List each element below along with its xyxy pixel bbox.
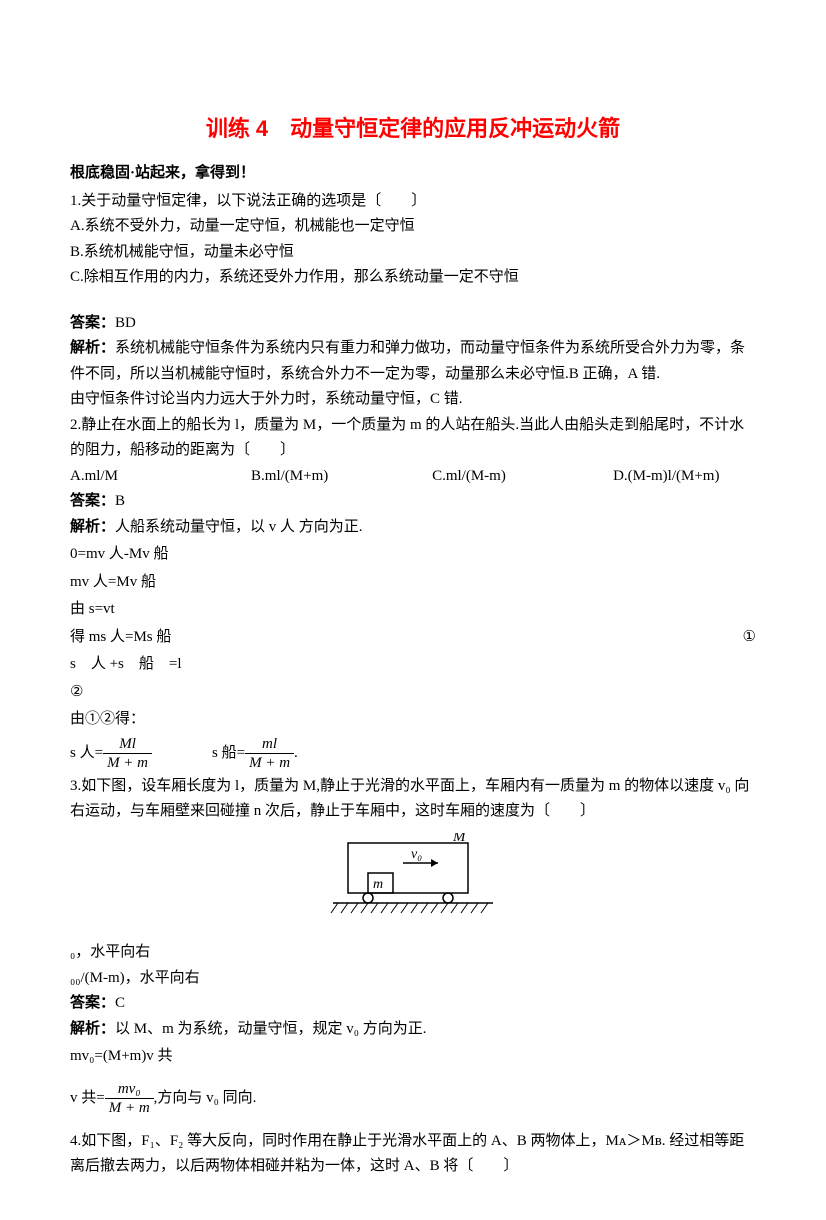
q1-option-b: B.系统机械能守恒，动量未必守恒 bbox=[70, 240, 756, 266]
explanation-text: 系统机械能守恒条件为系统内只有重力和弹力做功，而动量守恒条件为系统所受合外力为零… bbox=[70, 340, 745, 382]
q2-explanation: 解析：人船系统动量守恒，以 v 人 方向为正. bbox=[70, 515, 756, 541]
explanation-text: 人船系统动量守恒，以 v 人 方向为正. bbox=[115, 519, 363, 535]
q2-option-a: A.ml/M bbox=[70, 464, 251, 490]
q2-option-d: D.(M-m)l/(M+m) bbox=[613, 464, 756, 490]
explanation-label: 解析： bbox=[70, 340, 115, 356]
answer-value: B bbox=[115, 493, 125, 509]
explanation-label: 解析： bbox=[70, 1021, 115, 1037]
answer-label: 答案： bbox=[70, 995, 115, 1011]
q1-stem: 1.关于动量守恒定律，以下说法正确的选项是〔 〕 bbox=[70, 189, 756, 215]
fraction-2: ml M + m bbox=[245, 735, 294, 772]
q1-option-a: A.系统不受外力，动量一定守恒，机械能也一定守恒 bbox=[70, 214, 756, 240]
q2-options: A.ml/M B.ml/(M+m) C.ml/(M-m) D.(M-m)l/(M… bbox=[70, 464, 756, 490]
q2-stem: 2.静止在水面上的船长为 l，质量为 M，一个质量为 m 的人站在船头.当此人由… bbox=[70, 413, 756, 464]
frac-suffix: . bbox=[294, 741, 298, 767]
explanation-label: 解析： bbox=[70, 519, 115, 535]
q2-eq-4: 得 ms 人=Ms 船 ① bbox=[70, 625, 756, 651]
fraction-3: mv₀ M + m bbox=[105, 1080, 154, 1117]
label-M: M bbox=[452, 833, 467, 845]
q1-explanation-2: 由守恒条件讨论当内力远大于外力时，系统动量守恒，C 错. bbox=[70, 387, 756, 413]
q2-eq-3: 由 s=vt bbox=[70, 597, 756, 623]
q1-answer: 答案：BD bbox=[70, 311, 756, 337]
answer-label: 答案： bbox=[70, 493, 115, 509]
answer-value: C bbox=[115, 995, 125, 1011]
frac-prefix-2: s 船= bbox=[212, 741, 245, 767]
q1-option-c: C.除相互作用的内力，系统还受外力作用，那么系统动量一定不守恒 bbox=[70, 265, 756, 291]
q3-stem: 3.如下图，设车厢长度为 l，质量为 M,静止于光滑的水平面上，车厢内有一质量为… bbox=[70, 774, 756, 825]
q3-option-tail-2: ₀₀/(M-m)，水平向右 bbox=[70, 966, 756, 992]
q3-option-tail-1: ₀，水平向右 bbox=[70, 940, 756, 966]
section-subtitle: 根底稳固·站起来，拿得到！ bbox=[70, 161, 756, 187]
q2-answer: 答案：B bbox=[70, 489, 756, 515]
frac-prefix: s 人= bbox=[70, 741, 103, 767]
q3-fraction-result: v 共= mv₀ M + m ,方向与 v₀ 同向. bbox=[70, 1080, 756, 1117]
q2-eq-1: 0=mv 人-Mv 船 bbox=[70, 542, 756, 568]
q3-figure: M m v₀ bbox=[70, 833, 756, 933]
frac-prefix: v 共= bbox=[70, 1086, 105, 1112]
q4-stem: 4.如下图，F₁、F₂ 等大反向，同时作用在静止于光滑水平面上的 A、B 两物体… bbox=[70, 1129, 756, 1180]
label-m: m bbox=[373, 877, 383, 892]
q3-answer: 答案：C bbox=[70, 991, 756, 1017]
q3-eq-1: mv₀=(M+m)v 共 bbox=[70, 1044, 756, 1070]
frac-den: M + m bbox=[105, 1099, 154, 1117]
cart-diagram: M m v₀ bbox=[323, 833, 503, 923]
explanation-text: 以 M、m 为系统，动量守恒，规定 v₀ 方向为正. bbox=[115, 1021, 427, 1037]
fraction-1: Ml M + m bbox=[103, 735, 152, 772]
page-title: 训练 4 动量守恒定律的应用反冲运动火箭 bbox=[70, 110, 756, 147]
frac-num: mv₀ bbox=[105, 1080, 154, 1099]
frac-den: M + m bbox=[103, 754, 152, 772]
frac-num: ml bbox=[245, 735, 294, 754]
q1-explanation-1: 解析：系统机械能守恒条件为系统内只有重力和弹力做功，而动量守恒条件为系统所受合外… bbox=[70, 336, 756, 387]
frac-den: M + m bbox=[245, 754, 294, 772]
q2-eq-5: s 人 +s 船 =l bbox=[70, 652, 756, 678]
q2-option-c: C.ml/(M-m) bbox=[432, 464, 613, 490]
q2-option-b: B.ml/(M+m) bbox=[251, 464, 432, 490]
frac-num: Ml bbox=[103, 735, 152, 754]
q2-eq-2: mv 人=Mv 船 bbox=[70, 570, 756, 596]
answer-value: BD bbox=[115, 315, 136, 331]
eq-text: 得 ms 人=Ms 船 bbox=[70, 629, 171, 645]
q2-fraction-result: s 人= Ml M + m s 船= ml M + m . bbox=[70, 735, 756, 772]
frac-suffix: ,方向与 v₀ 同向. bbox=[154, 1086, 257, 1112]
q2-eq-6: 由①②得： bbox=[70, 707, 756, 733]
label-v0: v₀ bbox=[411, 847, 422, 862]
eq-marker-2: ② bbox=[70, 680, 756, 706]
answer-label: 答案： bbox=[70, 315, 115, 331]
eq-marker-1: ① bbox=[743, 625, 756, 651]
q3-explanation: 解析：以 M、m 为系统，动量守恒，规定 v₀ 方向为正. bbox=[70, 1017, 756, 1043]
